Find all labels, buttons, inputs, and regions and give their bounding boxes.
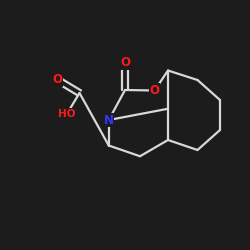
Text: N: N (104, 114, 114, 126)
Text: O: O (120, 56, 130, 70)
Text: HO: HO (58, 109, 76, 119)
Text: O: O (52, 73, 62, 86)
Text: O: O (150, 84, 160, 97)
